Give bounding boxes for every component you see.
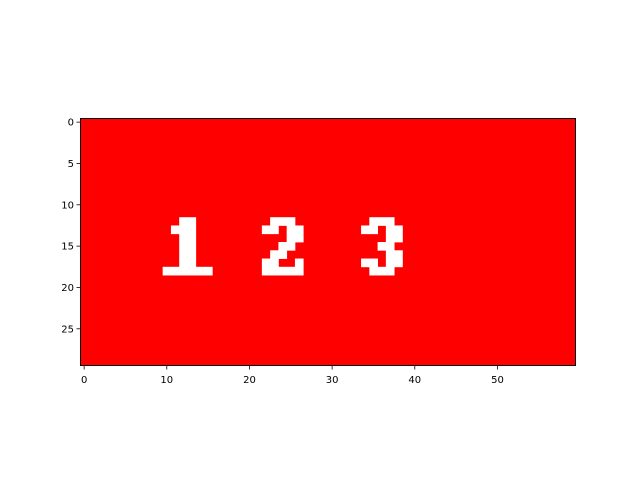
glyph-pixel (278, 242, 288, 251)
glyph-pixel (204, 266, 213, 276)
x-tick-label: 20 (243, 375, 256, 386)
glyph-pixel (261, 258, 271, 268)
glyph-pixel (270, 250, 279, 259)
glyph-pixel (179, 258, 188, 268)
glyph-pixel (369, 225, 378, 235)
glyph-pixel (179, 233, 188, 243)
glyph-pixel (179, 225, 188, 235)
glyph-pixel (270, 258, 279, 268)
x-tick-label: 10 (160, 375, 173, 386)
glyph-pixel (179, 250, 188, 259)
glyph-pixel (394, 225, 403, 235)
glyph-pixel (170, 266, 180, 276)
x-tick-label: 30 (326, 375, 339, 386)
y-tick-label: 15 (61, 242, 74, 253)
x-tick-label: 50 (491, 375, 504, 386)
glyph-pixel (278, 217, 288, 226)
glyph-pixel (286, 242, 296, 251)
axes-frame (80, 118, 576, 366)
glyph-pixel (294, 266, 304, 276)
glyph-2 (261, 217, 304, 276)
glyph-pixel (385, 266, 395, 276)
glyph-pixel (179, 242, 188, 251)
glyph-pixel (187, 242, 197, 251)
y-tick-label: 0 (68, 118, 74, 129)
glyph-pixel (286, 233, 296, 243)
glyph-pixel (385, 217, 395, 226)
x-tick-label: 0 (81, 375, 87, 386)
glyph-pixel (361, 258, 370, 268)
glyph-pixel (187, 250, 197, 259)
glyph-3 (361, 217, 403, 276)
glyph-pixel (162, 266, 172, 276)
x-tick-label: 40 (408, 375, 421, 386)
glyph-pixel (385, 233, 395, 243)
y-tick-label: 10 (61, 200, 74, 211)
glyph-pixel (261, 225, 271, 235)
glyph-pixel (361, 225, 370, 235)
glyph-pixel (278, 266, 288, 276)
glyph-pixel (270, 217, 279, 226)
y-tick-label: 20 (61, 283, 74, 294)
glyph-pixel (179, 217, 188, 226)
glyph-pixel (385, 242, 395, 251)
y-tick-label: 5 (68, 159, 74, 170)
y-tick-label: 25 (61, 324, 74, 335)
glyph-pixel (286, 266, 296, 276)
glyph-pixel (294, 225, 304, 235)
glyph-pixel (394, 233, 403, 243)
glyph-pixel (294, 258, 304, 268)
glyph-pixel (294, 233, 304, 243)
glyph-pixel (286, 225, 296, 235)
glyph-pixel (385, 258, 395, 268)
glyph-pixel (261, 266, 271, 276)
axis-ticks: 0 10 20 30 40 50 0 5 10 15 20 25 (61, 118, 504, 386)
glyph-pixel (377, 266, 387, 276)
glyph-pixel (187, 266, 197, 276)
glyph-pixel (369, 266, 378, 276)
glyph-pixel (377, 242, 387, 251)
glyph-pixel (385, 225, 395, 235)
glyph-pixel (377, 217, 387, 226)
image-layer (80, 118, 576, 366)
glyph-pixel (270, 266, 279, 276)
glyph-pixel (187, 225, 197, 235)
glyph-pixel (394, 250, 403, 259)
glyph-1 (162, 217, 213, 276)
glyph-pixel (286, 217, 296, 226)
glyph-pixel (187, 217, 197, 226)
glyph-pixel (394, 258, 403, 268)
glyph-pixel (369, 258, 378, 268)
glyph-pixel (385, 250, 395, 259)
glyph-pixel (270, 225, 279, 235)
glyph-pixel (170, 225, 180, 235)
image-background (80, 118, 576, 366)
glyph-pixel (278, 250, 288, 259)
glyph-pixel (187, 258, 197, 268)
glyph-pixel (179, 266, 188, 276)
glyph-pixel (369, 217, 378, 226)
glyph-pixel (187, 233, 197, 243)
glyph-pixel (195, 266, 205, 276)
